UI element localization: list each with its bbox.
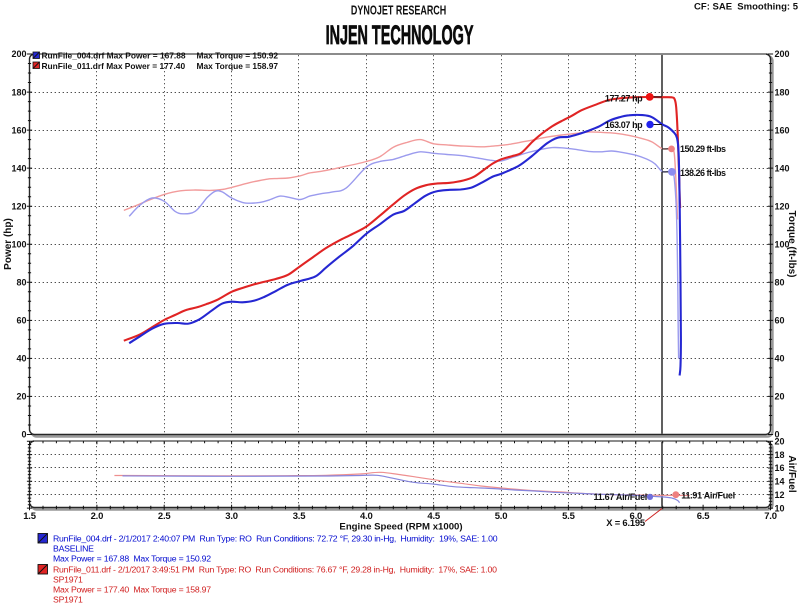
svg-text:163.07 hp: 163.07 hp bbox=[605, 120, 643, 130]
svg-text:Max Torque = 150.92: Max Torque = 150.92 bbox=[197, 51, 279, 61]
svg-text:BASELINE: BASELINE bbox=[53, 544, 94, 554]
svg-text:16: 16 bbox=[775, 463, 785, 473]
svg-text:177.27 hp: 177.27 hp bbox=[605, 94, 643, 104]
svg-text:RunFile_004.drf Max Power = 16: RunFile_004.drf Max Power = 167.88 bbox=[42, 51, 186, 61]
svg-text:120: 120 bbox=[11, 201, 26, 211]
svg-text:INJEN TECHNOLOGY: INJEN TECHNOLOGY bbox=[326, 19, 474, 50]
svg-text:20: 20 bbox=[775, 392, 785, 402]
svg-text:11.91 Air/Fuel: 11.91 Air/Fuel bbox=[681, 491, 735, 501]
svg-text:20: 20 bbox=[775, 436, 785, 446]
svg-text:Max Power = 177.40 Max Torque: Max Power = 177.40 Max Torque = 158.97 bbox=[53, 585, 211, 595]
svg-text:11.67 Air/Fuel: 11.67 Air/Fuel bbox=[594, 492, 648, 502]
svg-text:160: 160 bbox=[11, 125, 26, 135]
svg-text:60: 60 bbox=[775, 316, 785, 326]
svg-text:2.0: 2.0 bbox=[91, 511, 104, 522]
svg-text:CF: SAE Smoothing: 5: CF: SAE Smoothing: 5 bbox=[694, 2, 799, 13]
svg-text:0: 0 bbox=[21, 430, 26, 440]
svg-text:180: 180 bbox=[11, 87, 26, 97]
svg-text:Max Torque = 158.97: Max Torque = 158.97 bbox=[197, 61, 279, 71]
svg-text:Max Power = 167.88 Max Torque: Max Power = 167.88 Max Torque = 150.92 bbox=[53, 554, 211, 564]
svg-text:6.0: 6.0 bbox=[629, 511, 642, 522]
svg-text:DYNOJET RESEARCH: DYNOJET RESEARCH bbox=[351, 4, 446, 18]
svg-text:138.26 ft-lbs: 138.26 ft-lbs bbox=[680, 168, 726, 178]
svg-text:5.5: 5.5 bbox=[562, 511, 576, 522]
svg-text:40: 40 bbox=[16, 354, 26, 364]
svg-text:RunFile_004.drf - 2/1/2017 2:4: RunFile_004.drf - 2/1/2017 2:40:07 PM Ru… bbox=[53, 534, 498, 544]
svg-text:100: 100 bbox=[11, 239, 26, 249]
svg-text:2.5: 2.5 bbox=[158, 511, 172, 522]
svg-text:200: 200 bbox=[775, 49, 790, 59]
svg-text:40: 40 bbox=[775, 354, 785, 364]
svg-text:X = 6.195: X = 6.195 bbox=[606, 517, 645, 528]
svg-text:200: 200 bbox=[11, 49, 26, 59]
svg-text:SP1971: SP1971 bbox=[53, 595, 83, 605]
svg-text:18: 18 bbox=[775, 450, 785, 460]
svg-text:RunFile_011.drf - 2/1/2017 3:4: RunFile_011.drf - 2/1/2017 3:49:51 PM Ru… bbox=[53, 565, 497, 575]
svg-text:Power (hp): Power (hp) bbox=[3, 218, 14, 270]
svg-text:5.0: 5.0 bbox=[495, 511, 508, 522]
svg-text:Torque (ft-lbs): Torque (ft-lbs) bbox=[786, 210, 797, 277]
svg-text:0: 0 bbox=[775, 430, 780, 440]
svg-text:Engine Speed (RPM x1000): Engine Speed (RPM x1000) bbox=[339, 522, 462, 533]
svg-text:14: 14 bbox=[775, 477, 785, 487]
svg-text:RunFile_011.drf Max Power = 17: RunFile_011.drf Max Power = 177.40 bbox=[42, 61, 186, 71]
svg-text:140: 140 bbox=[11, 163, 26, 173]
svg-text:100: 100 bbox=[775, 239, 790, 249]
svg-text:120: 120 bbox=[775, 201, 790, 211]
svg-text:3.0: 3.0 bbox=[225, 511, 238, 522]
svg-text:Air/Fuel: Air/Fuel bbox=[786, 455, 797, 492]
svg-text:20: 20 bbox=[16, 392, 26, 402]
svg-text:4.0: 4.0 bbox=[360, 511, 373, 522]
svg-text:80: 80 bbox=[775, 278, 785, 288]
svg-text:60: 60 bbox=[16, 316, 26, 326]
svg-text:3.5: 3.5 bbox=[293, 511, 307, 522]
svg-text:140: 140 bbox=[775, 163, 790, 173]
svg-text:150.29 ft-lbs: 150.29 ft-lbs bbox=[680, 144, 726, 154]
svg-text:6.5: 6.5 bbox=[697, 511, 711, 522]
svg-text:12: 12 bbox=[775, 490, 785, 500]
svg-text:10: 10 bbox=[775, 503, 785, 513]
svg-text:SP1971: SP1971 bbox=[53, 575, 83, 585]
svg-text:1.5: 1.5 bbox=[23, 511, 37, 522]
svg-text:80: 80 bbox=[16, 278, 26, 288]
svg-text:4.5: 4.5 bbox=[427, 511, 441, 522]
svg-text:7.0: 7.0 bbox=[764, 511, 777, 522]
svg-text:180: 180 bbox=[775, 87, 790, 97]
svg-text:160: 160 bbox=[775, 125, 790, 135]
